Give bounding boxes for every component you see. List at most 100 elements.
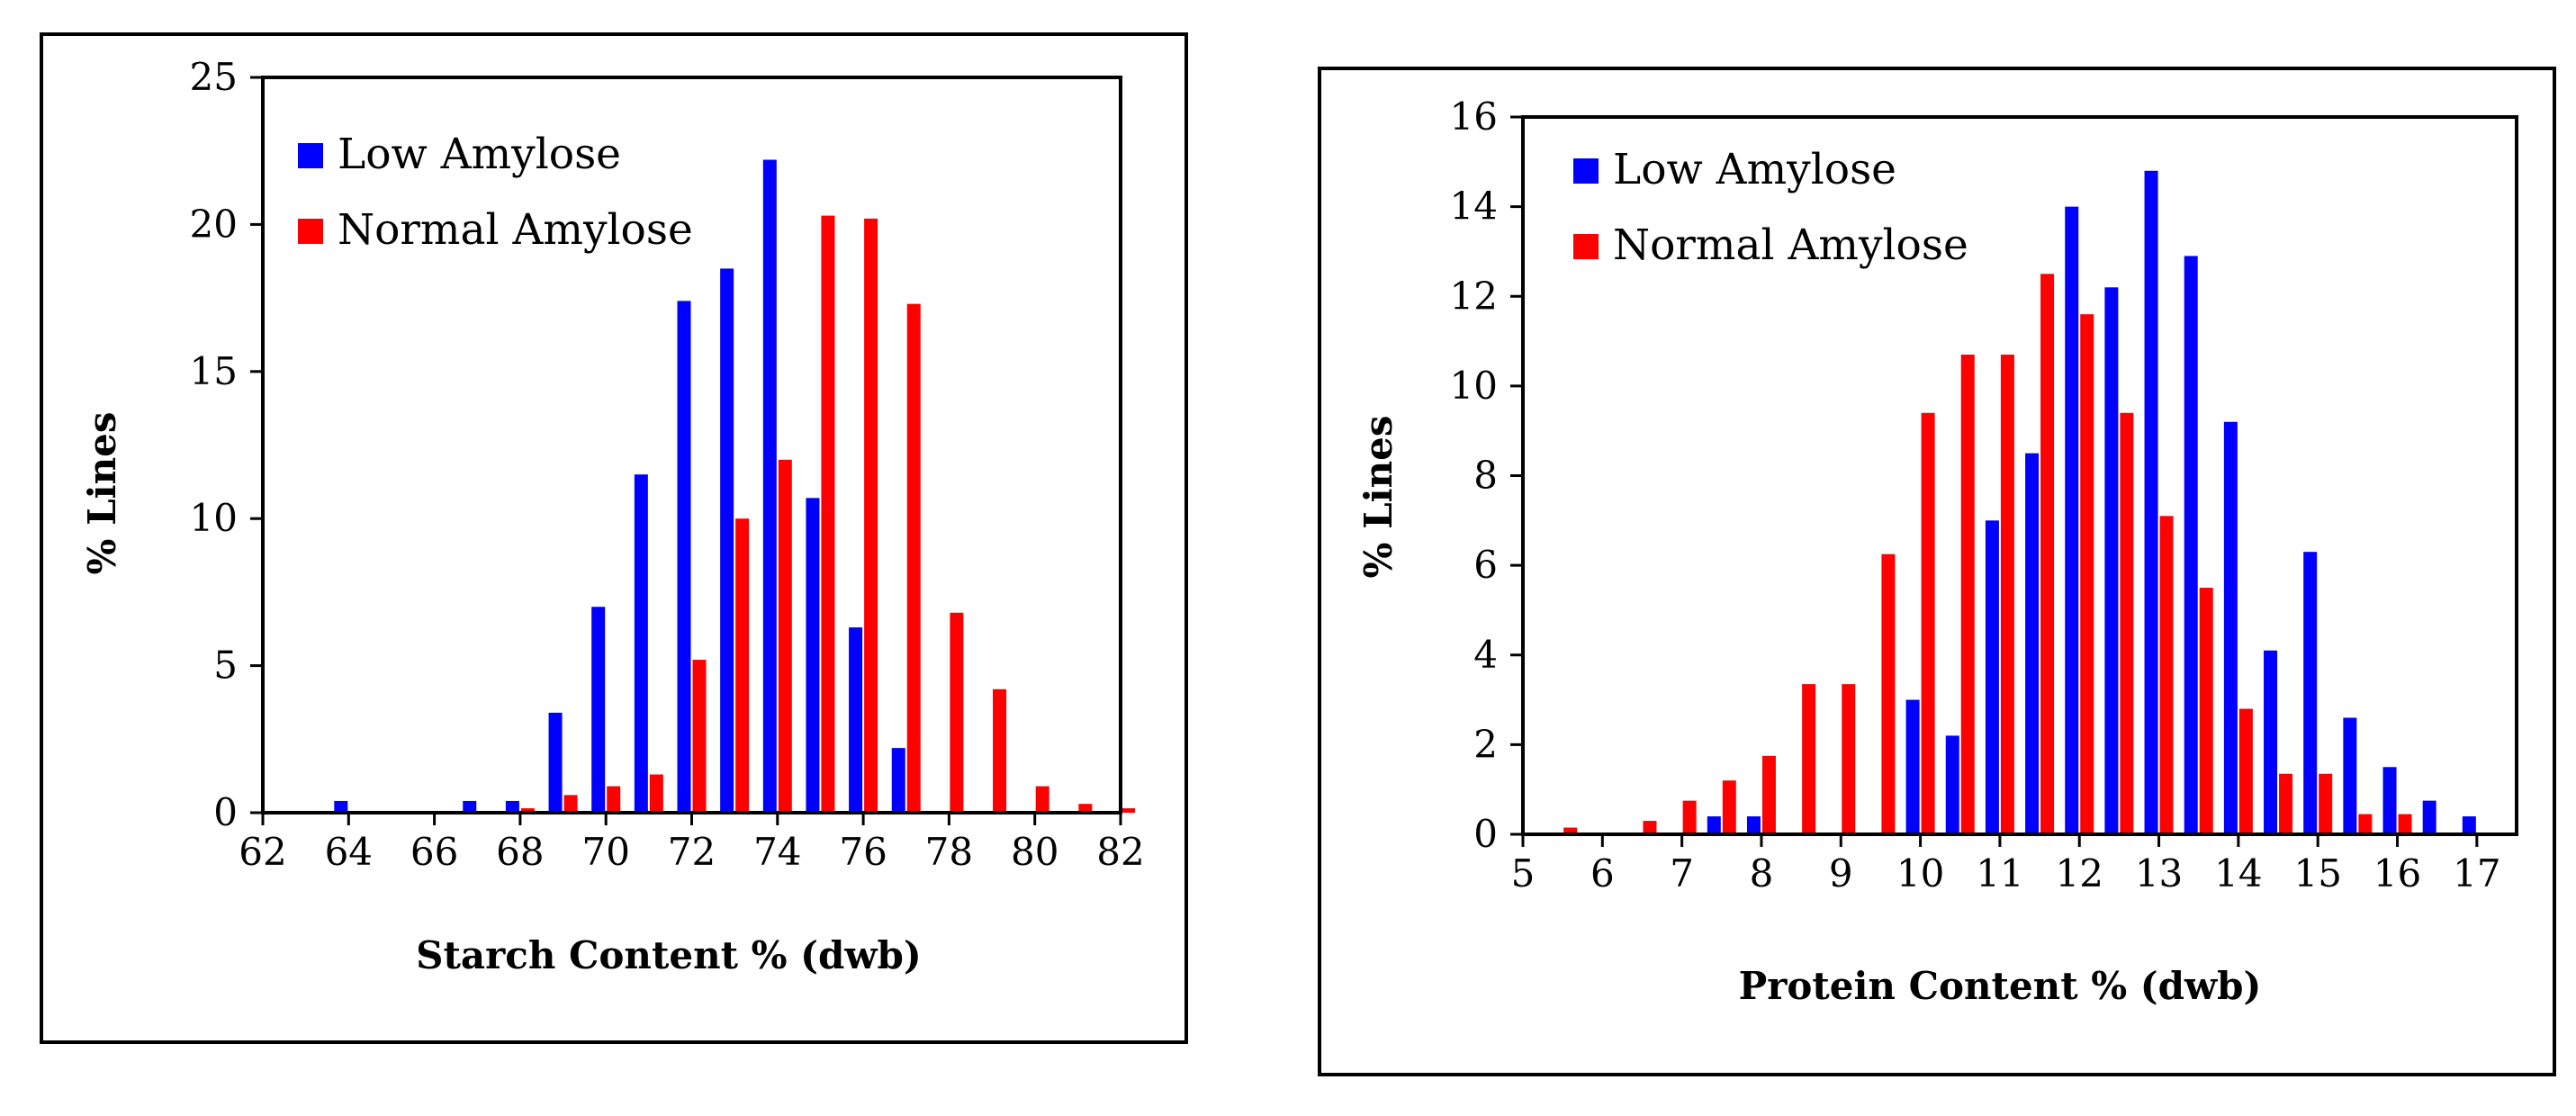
x-tick-label: 70: [581, 830, 629, 874]
x-tick-label: 13: [2135, 851, 2183, 896]
bar-low-amylose: [548, 712, 563, 813]
bar-normal-amylose: [2159, 516, 2174, 834]
bar-low-amylose: [1746, 816, 1761, 834]
bar-normal-amylose: [2319, 773, 2333, 834]
bar-normal-amylose: [1121, 808, 1135, 813]
bar-low-amylose: [720, 268, 734, 813]
y-tick-label: 25: [190, 55, 238, 99]
bar-normal-amylose: [692, 660, 707, 813]
protein-chart-panel: 5 6 7 8 9 10 11 12 13 14 15 16 17 0 2 4 6 8 10 12 14 16 Prote…: [1318, 67, 2556, 1076]
y-tick-label: 14: [1450, 184, 1498, 229]
bar-low-amylose: [463, 800, 477, 813]
x-tick-label: 9: [1829, 851, 1853, 896]
bar-low-amylose: [1905, 699, 1920, 834]
bar-low-amylose: [2104, 287, 2119, 835]
legend-swatch-low-amylose: [298, 143, 323, 168]
bar-low-amylose: [634, 474, 648, 813]
bar-normal-amylose: [1643, 821, 1657, 834]
bar-low-amylose: [2025, 453, 2040, 834]
legend-swatch-normal-amylose: [298, 219, 323, 244]
bar-normal-amylose: [821, 215, 835, 813]
bar-low-amylose: [2382, 767, 2397, 834]
y-tick-label: 6: [1473, 543, 1498, 587]
bar-normal-amylose: [2000, 355, 2014, 835]
legend-label-normal-amylose: Normal Amylose: [1613, 220, 1968, 270]
bar-normal-amylose: [993, 688, 1007, 813]
x-axis-title: Protein Content % (dwb): [1739, 964, 2262, 1008]
plot-frame: [261, 76, 1122, 814]
x-tick-label: 16: [2373, 851, 2421, 896]
y-tick-label: 10: [190, 496, 238, 540]
bar-normal-amylose: [520, 808, 535, 813]
bar-normal-amylose: [1035, 786, 1049, 813]
x-tick-label: 7: [1670, 851, 1694, 896]
bar-low-amylose: [591, 607, 606, 813]
bar-low-amylose: [334, 800, 348, 813]
y-axis-title: % Lines: [1356, 416, 1401, 579]
x-tick-label: 11: [1976, 851, 2023, 896]
x-tick-label: 15: [2293, 851, 2341, 896]
bar-normal-amylose: [2199, 588, 2213, 834]
bar-normal-amylose: [649, 774, 663, 813]
bar-low-amylose: [1707, 816, 1721, 834]
bar-normal-amylose: [1960, 355, 1975, 835]
y-tick-label: 5: [213, 644, 238, 688]
bars-layer: [334, 159, 1135, 813]
legend-label-low-amylose: Low Amylose: [1613, 145, 1896, 194]
y-tick-label: 20: [190, 202, 238, 246]
axes-layer: 5 6 7 8 9 10 11 12 13 14 15 16 17 0 2 4 6 8 10 12 14 16: [1450, 94, 2518, 896]
bar-normal-amylose: [2120, 412, 2134, 834]
bar-low-amylose: [2144, 170, 2158, 834]
bar-normal-amylose: [563, 795, 578, 813]
x-tick-label: 66: [410, 830, 458, 874]
bar-normal-amylose: [1921, 412, 1935, 834]
bar-low-amylose: [849, 627, 863, 813]
x-tick-label: 82: [1096, 830, 1144, 874]
legend-label-normal-amylose: Normal Amylose: [338, 205, 693, 255]
y-tick-label: 4: [1473, 633, 1498, 677]
bar-normal-amylose: [2238, 708, 2253, 834]
legend: Low Amylose Normal Amylose: [1573, 145, 1968, 270]
x-tick-label: 8: [1750, 851, 1774, 896]
bar-low-amylose: [2422, 800, 2436, 834]
legend-swatch-low-amylose: [1573, 158, 1599, 184]
y-tick-label: 2: [1473, 722, 1498, 766]
x-tick-label: 74: [753, 830, 801, 874]
bar-normal-amylose: [735, 518, 750, 813]
axes-layer: 62 64 66 68 70 72 74 76 78 80 82 0 5 10 15 20 25: [190, 55, 1145, 874]
bar-low-amylose: [2184, 256, 2198, 834]
x-tick-label: 72: [668, 830, 716, 874]
bar-low-amylose: [2462, 816, 2476, 834]
bar-normal-amylose: [1761, 755, 1776, 834]
x-axis-title: Starch Content % (dwb): [416, 933, 922, 977]
bar-low-amylose: [2264, 650, 2278, 834]
x-tick-label: 6: [1590, 851, 1615, 896]
bar-low-amylose: [505, 800, 519, 813]
bar-normal-amylose: [778, 459, 792, 813]
x-tick-label: 62: [239, 830, 286, 874]
bar-low-amylose: [2343, 717, 2357, 834]
bar-normal-amylose: [1881, 554, 1896, 834]
bar-normal-amylose: [2080, 314, 2094, 834]
y-tick-label: 0: [213, 790, 238, 834]
bar-low-amylose: [677, 301, 691, 813]
bar-normal-amylose: [1563, 827, 1578, 834]
legend: Low Amylose Normal Amylose: [298, 130, 693, 255]
starch-chart-panel: 62 64 66 68 70 72 74 76 78 80 82 0 5 10 15 20 25 Starch …: [40, 32, 1188, 1044]
x-tick-label: 80: [1011, 830, 1058, 874]
x-tick-label: 76: [839, 830, 887, 874]
bar-normal-amylose: [1682, 800, 1697, 834]
bar-low-amylose: [2303, 552, 2318, 834]
bar-normal-amylose: [1802, 684, 1816, 834]
bar-normal-amylose: [1842, 684, 1856, 834]
y-tick-label: 8: [1473, 454, 1498, 498]
bar-normal-amylose: [864, 218, 878, 813]
bar-normal-amylose: [950, 612, 964, 813]
bar-low-amylose: [891, 748, 905, 813]
protein-content-chart: 5 6 7 8 9 10 11 12 13 14 15 16 17 0 2 4 6 8 10 12 14 16 Prote…: [1356, 94, 2518, 1008]
bar-normal-amylose: [1078, 804, 1093, 813]
bar-normal-amylose: [2279, 773, 2293, 834]
bar-normal-amylose: [1722, 780, 1736, 834]
bar-normal-amylose: [906, 303, 921, 813]
bar-normal-amylose: [607, 786, 621, 813]
